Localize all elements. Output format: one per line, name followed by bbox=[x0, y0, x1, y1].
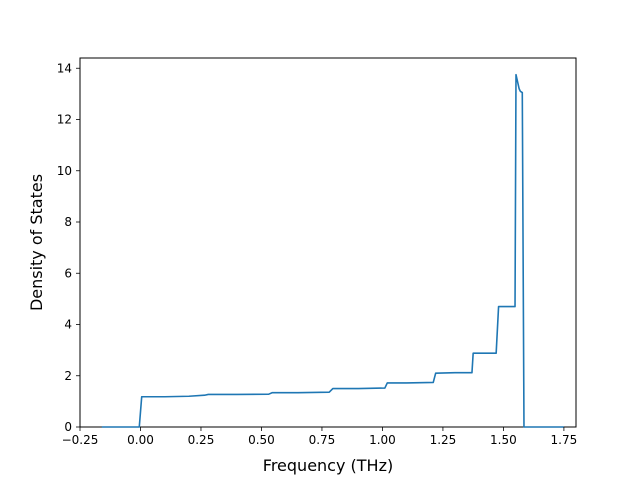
x-axis-ticks: −0.25 0.00 0.25 0.50 0.75 1.00 1.25 1.50 1.75 bbox=[62, 427, 578, 447]
x-tick-label: 0.50 bbox=[248, 433, 275, 447]
x-tick-label: 0.25 bbox=[188, 433, 215, 447]
x-tick-label: 0.00 bbox=[127, 433, 154, 447]
y-axis-label: Density of States bbox=[27, 174, 46, 311]
y-tick-label: 2 bbox=[64, 369, 72, 383]
y-tick-label: 6 bbox=[64, 266, 72, 280]
y-tick-label: 12 bbox=[57, 113, 72, 127]
x-tick-label: 1.50 bbox=[490, 433, 517, 447]
y-axis-ticks: 0 2 4 6 8 10 12 14 bbox=[57, 61, 80, 434]
x-tick-label: 0.75 bbox=[309, 433, 336, 447]
dos-series-line bbox=[101, 73, 564, 428]
y-tick-label: 10 bbox=[57, 164, 72, 178]
y-tick-label: 4 bbox=[64, 318, 72, 332]
x-axis-label: Frequency (THz) bbox=[263, 456, 393, 475]
plot-area-frame bbox=[79, 57, 577, 428]
y-tick-label: 0 bbox=[64, 420, 72, 434]
y-tick-label: 14 bbox=[57, 61, 72, 75]
x-tick-label: 1.75 bbox=[551, 433, 578, 447]
x-tick-label: 1.00 bbox=[369, 433, 396, 447]
x-tick-label: −0.25 bbox=[62, 433, 99, 447]
y-tick-label: 8 bbox=[64, 215, 72, 229]
x-tick-label: 1.25 bbox=[430, 433, 457, 447]
